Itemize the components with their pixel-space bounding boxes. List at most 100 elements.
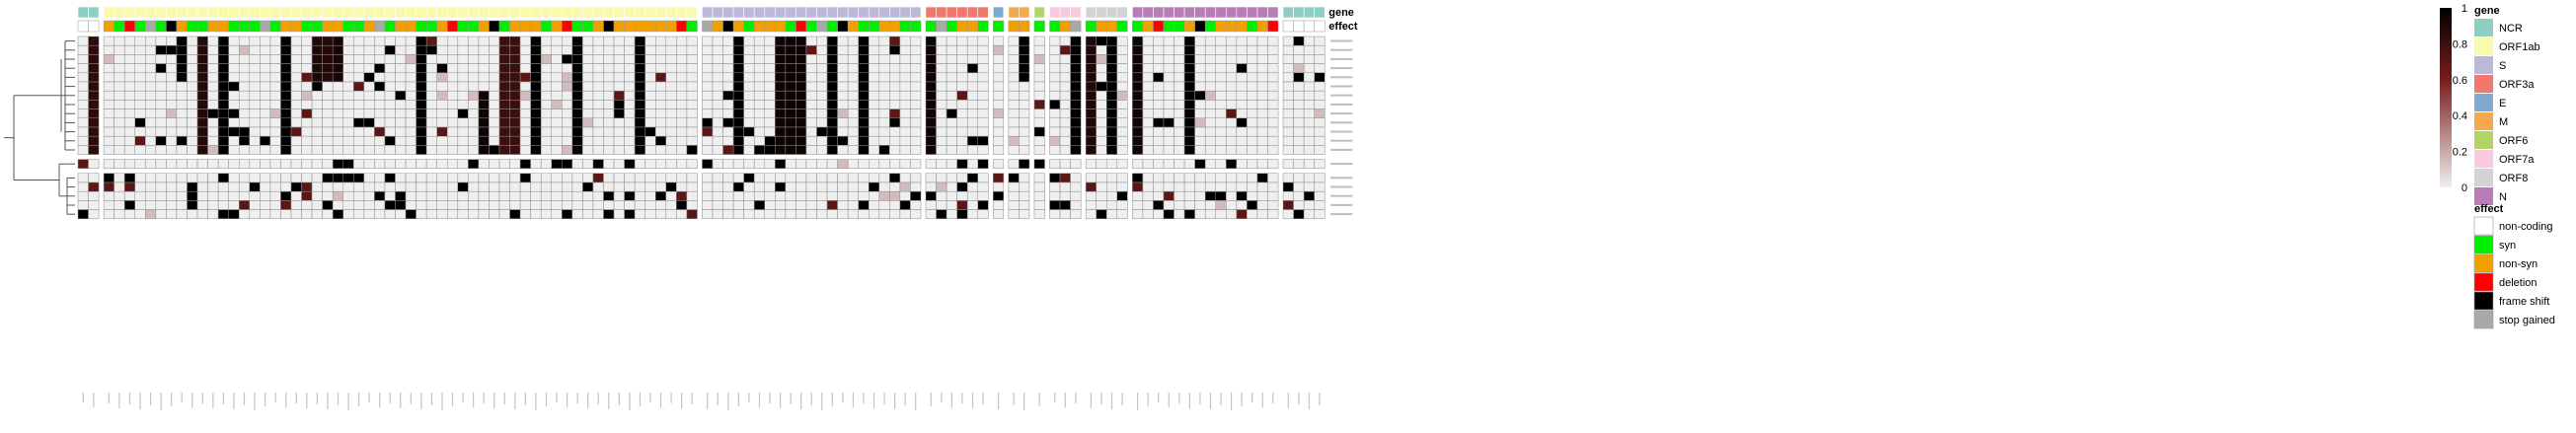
heatmap-cell <box>457 173 469 183</box>
heatmap-cell <box>280 209 292 220</box>
heatmap-cell <box>395 117 407 128</box>
heatmap-cell <box>509 173 521 183</box>
heatmap-cell <box>1142 135 1154 146</box>
heatmap-cell <box>1132 200 1144 210</box>
heatmap-cell <box>187 190 198 201</box>
gene-annotation-cell <box>676 6 688 19</box>
heatmap-cell <box>489 63 500 74</box>
heatmap-cell <box>837 54 849 64</box>
heatmap-cell <box>123 100 135 109</box>
heatmap-cell <box>837 63 849 74</box>
effect-annotation-cell <box>498 20 510 33</box>
heatmap-cell <box>498 126 510 137</box>
heatmap-cell <box>166 126 178 137</box>
heatmap-cell <box>1204 200 1216 210</box>
heatmap-cell <box>363 63 375 74</box>
heatmap-cell <box>498 44 510 55</box>
row-label-mark <box>1330 163 1353 166</box>
heatmap-cell <box>468 36 480 46</box>
heatmap-cell <box>374 190 386 201</box>
heatmap-cell <box>457 117 469 128</box>
heatmap-cell <box>826 54 838 64</box>
column-label-mark <box>503 393 505 404</box>
effect-annotation-cell <box>290 20 302 33</box>
heatmap-cell <box>816 145 828 155</box>
heatmap-cell <box>114 181 125 192</box>
heatmap-cell <box>1070 54 1082 64</box>
heatmap-cell <box>239 173 251 183</box>
heatmap-cell <box>722 173 734 183</box>
heatmap-cell <box>869 90 880 101</box>
heatmap-cell <box>603 90 615 101</box>
heatmap-cell <box>732 72 744 83</box>
effect-annotation-cell <box>1132 20 1144 33</box>
heatmap-cell <box>1096 209 1107 220</box>
heatmap-cell <box>624 44 636 55</box>
heatmap-cell <box>858 108 870 119</box>
heatmap-cell <box>1215 145 1227 155</box>
heatmap-cell <box>603 36 615 46</box>
heatmap-cell <box>1033 54 1045 64</box>
heatmap-cell <box>753 44 766 55</box>
heatmap-cell <box>436 100 448 109</box>
heatmap-cell <box>342 100 354 109</box>
gene-annotation-cell <box>1049 6 1061 19</box>
heatmap-cell <box>676 190 688 201</box>
heatmap-cell <box>530 117 542 128</box>
heatmap-cell <box>1142 117 1154 128</box>
heatmap-cell <box>722 200 734 210</box>
heatmap-cell <box>977 44 989 55</box>
heatmap-cell <box>1116 72 1128 83</box>
gene-legend-swatch <box>2474 37 2493 55</box>
heatmap-cell <box>946 44 957 55</box>
heatmap-cell <box>1204 44 1216 55</box>
heatmap-cell <box>353 181 365 192</box>
heatmap-cell <box>966 63 979 74</box>
heatmap-cell <box>1049 145 1061 155</box>
heatmap-cell <box>837 117 849 128</box>
heatmap-cell <box>1085 209 1097 220</box>
heatmap-cell <box>592 36 604 46</box>
heatmap-cell <box>837 173 849 183</box>
heatmap-cell <box>1163 145 1174 155</box>
heatmap-cell <box>123 63 135 74</box>
heatmap-cell <box>655 117 667 128</box>
heatmap-cell <box>290 159 302 170</box>
heatmap-cell <box>311 44 323 55</box>
heatmap-cell <box>946 181 957 192</box>
heatmap-cell <box>405 126 417 137</box>
column-label-mark <box>576 393 578 403</box>
heatmap-cell <box>562 135 573 146</box>
gene-legend-label: N <box>2499 191 2507 203</box>
heatmap-cell <box>1293 209 1305 220</box>
heatmap-cell <box>478 209 490 220</box>
heatmap-cell <box>332 181 344 192</box>
heatmap-cell <box>228 90 240 101</box>
heatmap-cell <box>712 209 723 220</box>
column-label-mark <box>950 393 952 407</box>
heatmap-cell <box>925 54 937 64</box>
heatmap-cell <box>269 209 281 220</box>
heatmap-cell <box>837 190 849 201</box>
heatmap-cell <box>624 209 636 220</box>
heatmap-cell <box>712 100 723 109</box>
gene-annotation-cell <box>551 6 563 19</box>
effect-annotation-cell <box>114 20 125 33</box>
heatmap-cell <box>88 117 100 128</box>
gene-annotation-cell <box>489 6 500 19</box>
column-label-mark <box>483 393 485 403</box>
heatmap-cell <box>478 54 490 64</box>
heatmap-cell <box>1019 181 1030 192</box>
heatmap-cell <box>889 100 901 109</box>
effect-annotation-cell <box>1282 20 1294 33</box>
heatmap-cell <box>624 100 636 109</box>
heatmap-cell <box>395 126 407 137</box>
heatmap-cell <box>858 44 870 55</box>
heatmap-cell <box>785 63 796 74</box>
heatmap-cell <box>592 100 604 109</box>
heatmap-cell <box>946 200 957 210</box>
heatmap-cell <box>1163 135 1174 146</box>
heatmap-cell <box>395 190 407 201</box>
heatmap-cell <box>613 190 625 201</box>
